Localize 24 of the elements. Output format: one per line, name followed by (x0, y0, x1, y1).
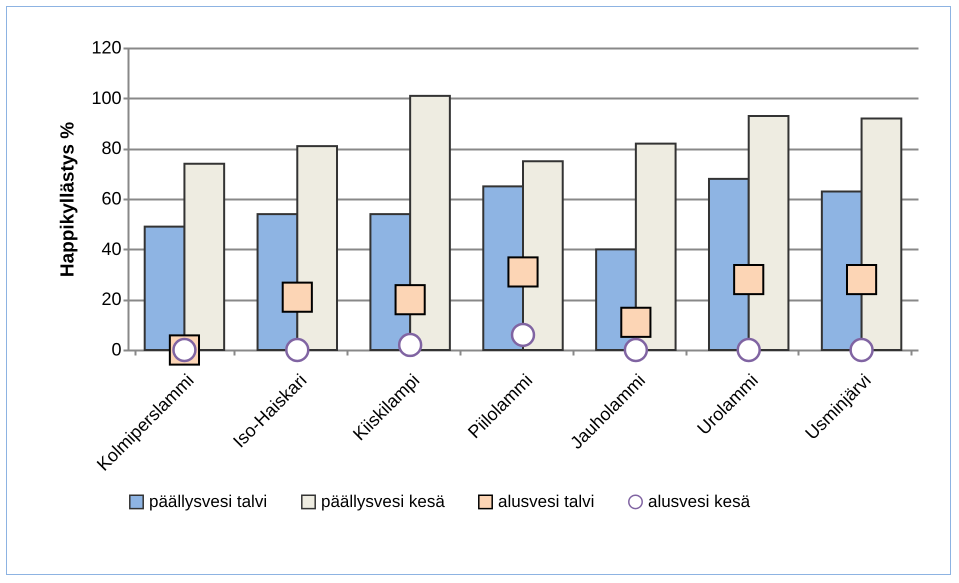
point (282, 282, 313, 313)
legend-label: päällysvesi talvi (149, 492, 268, 511)
point (624, 338, 648, 362)
legend-label: alusvesi kesä (648, 492, 751, 511)
y-tick-label: 100 (91, 88, 122, 108)
y-tick-label: 60 (101, 188, 122, 208)
point (846, 264, 878, 296)
y-tick-label: 120 (91, 38, 122, 58)
y-axis-title: Happikyllästys % (57, 122, 78, 278)
y-tick-label: 20 (101, 289, 122, 310)
point (507, 256, 539, 288)
y-tick-label: 80 (101, 138, 122, 158)
y-tick-label: 40 (101, 238, 122, 259)
point (736, 338, 761, 362)
point (733, 264, 764, 296)
point (398, 332, 422, 358)
point (394, 284, 426, 316)
legend-label: alusvesi talvi (498, 492, 594, 511)
point (510, 322, 536, 348)
point (849, 338, 874, 362)
point (285, 338, 310, 362)
legend-label: päällysvesi kesä (321, 492, 446, 511)
y-tick-label: 0 (111, 340, 122, 360)
point (620, 306, 652, 338)
